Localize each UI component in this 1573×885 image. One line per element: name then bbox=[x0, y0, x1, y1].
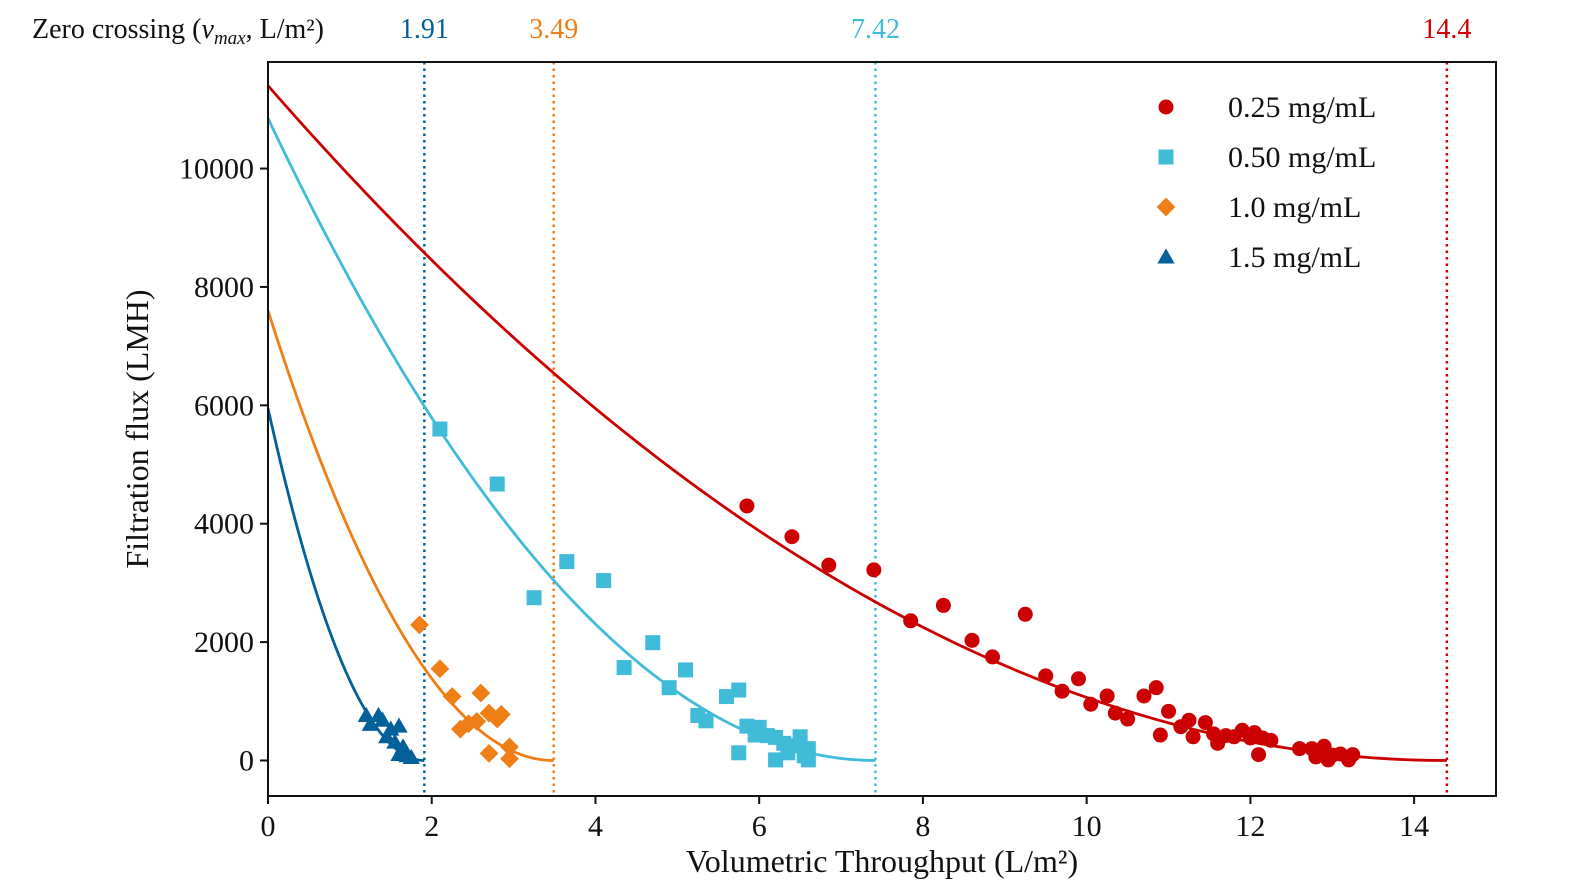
data-point bbox=[866, 562, 882, 578]
data-point bbox=[410, 615, 429, 635]
zero-crossing-value: 7.42 bbox=[851, 14, 900, 45]
data-point bbox=[739, 498, 755, 514]
zero-crossing-value: 14.4 bbox=[1422, 14, 1471, 45]
x-tick-label: 6 bbox=[752, 810, 767, 843]
data-point bbox=[784, 529, 800, 545]
data-point bbox=[731, 745, 747, 761]
data-point bbox=[1341, 750, 1357, 766]
x-tick-label: 4 bbox=[588, 810, 603, 843]
data-point bbox=[1120, 711, 1136, 727]
zero-crossing-value: 1.91 bbox=[400, 14, 449, 45]
data-point bbox=[361, 715, 379, 731]
data-points bbox=[357, 421, 1361, 769]
data-point bbox=[1161, 703, 1177, 719]
data-point bbox=[390, 717, 408, 733]
zero-crossing-lines bbox=[423, 62, 1449, 796]
data-point bbox=[935, 597, 951, 613]
data-point bbox=[718, 689, 734, 705]
x-tick-label: 14 bbox=[1399, 810, 1429, 843]
data-point bbox=[1136, 688, 1152, 704]
x-tick-label: 2 bbox=[424, 810, 439, 843]
legend-marker bbox=[1158, 149, 1174, 165]
data-point bbox=[378, 728, 396, 744]
data-point bbox=[1017, 606, 1033, 622]
legend-marker bbox=[1156, 197, 1176, 217]
data-point bbox=[1107, 705, 1123, 721]
legend-label: 0.50 mg/mL bbox=[1228, 141, 1376, 174]
data-point bbox=[1038, 668, 1054, 684]
data-point bbox=[1054, 683, 1070, 699]
data-point bbox=[1292, 741, 1308, 757]
zero-crossing-value: 3.49 bbox=[529, 14, 578, 45]
data-point bbox=[1181, 712, 1197, 728]
data-point bbox=[1308, 749, 1324, 765]
legend: 0.25 mg/mL 0.50 mg/mL 1.0 mg/mL 1.5 mg/mL bbox=[1156, 91, 1376, 274]
x-tick-label: 0 bbox=[261, 810, 276, 843]
data-point bbox=[698, 713, 714, 729]
data-point bbox=[386, 733, 404, 749]
x-tick-label: 10 bbox=[1072, 810, 1102, 843]
legend-marker bbox=[1157, 248, 1175, 264]
fit-curve bbox=[268, 407, 425, 762]
data-point bbox=[964, 632, 980, 648]
data-point bbox=[559, 554, 575, 570]
data-point bbox=[471, 683, 491, 703]
data-point bbox=[731, 682, 747, 698]
data-point bbox=[903, 613, 919, 629]
y-tick-label: 4000 bbox=[194, 508, 254, 541]
data-point bbox=[1185, 729, 1201, 745]
data-point bbox=[1070, 671, 1086, 687]
x-axis-label: Volumetric Throughput (L/m²) bbox=[686, 843, 1078, 879]
y-tick-label: 6000 bbox=[194, 389, 254, 422]
data-point bbox=[661, 680, 677, 696]
data-point bbox=[1197, 715, 1213, 731]
data-point bbox=[489, 476, 505, 492]
y-axis-ticks: 0 2000 4000 6000 8000 10000 bbox=[179, 153, 268, 777]
data-point bbox=[768, 752, 784, 768]
data-point bbox=[402, 748, 420, 764]
y-axis-label: Filtration flux (LMH) bbox=[119, 289, 155, 568]
data-point bbox=[479, 744, 499, 763]
data-point bbox=[526, 590, 542, 606]
data-point bbox=[467, 712, 487, 731]
data-point bbox=[985, 649, 1001, 665]
data-point bbox=[800, 752, 816, 768]
legend-marker bbox=[1158, 99, 1174, 115]
data-point bbox=[1263, 732, 1279, 748]
zero-crossing-labels: 1.91 3.49 7.42 14.4 bbox=[400, 14, 1472, 45]
data-point bbox=[430, 659, 450, 679]
legend-label: 1.5 mg/mL bbox=[1228, 241, 1361, 274]
legend-label: 1.0 mg/mL bbox=[1228, 191, 1361, 224]
data-point bbox=[821, 557, 837, 573]
data-point bbox=[678, 662, 694, 678]
data-point bbox=[373, 711, 392, 727]
y-tick-label: 8000 bbox=[194, 271, 254, 304]
data-point bbox=[1251, 747, 1267, 763]
data-point bbox=[500, 749, 519, 769]
x-axis-ticks: 0 2 4 6 8 10 12 14 bbox=[261, 796, 1429, 843]
fit-curve bbox=[268, 310, 554, 762]
data-point bbox=[1148, 680, 1164, 696]
data-point bbox=[500, 737, 519, 757]
x-tick-label: 12 bbox=[1235, 810, 1265, 843]
fit-curve bbox=[268, 117, 876, 762]
y-tick-label: 10000 bbox=[179, 153, 254, 186]
data-point bbox=[792, 729, 808, 745]
plot-frame bbox=[267, 61, 1497, 797]
data-point bbox=[645, 635, 661, 651]
zero-crossing-title: Zero crossing (vmax, L/m²) bbox=[32, 14, 324, 49]
data-point bbox=[596, 573, 612, 589]
y-tick-label: 2000 bbox=[194, 626, 254, 659]
data-point bbox=[491, 704, 511, 724]
legend-label: 0.25 mg/mL bbox=[1228, 91, 1376, 124]
data-point bbox=[1152, 727, 1168, 743]
data-point bbox=[442, 687, 462, 706]
x-tick-label: 8 bbox=[915, 810, 930, 843]
data-point bbox=[616, 660, 632, 676]
data-point bbox=[1083, 696, 1099, 712]
y-tick-label: 0 bbox=[239, 744, 254, 777]
data-point bbox=[432, 421, 448, 437]
data-point bbox=[1099, 688, 1115, 704]
